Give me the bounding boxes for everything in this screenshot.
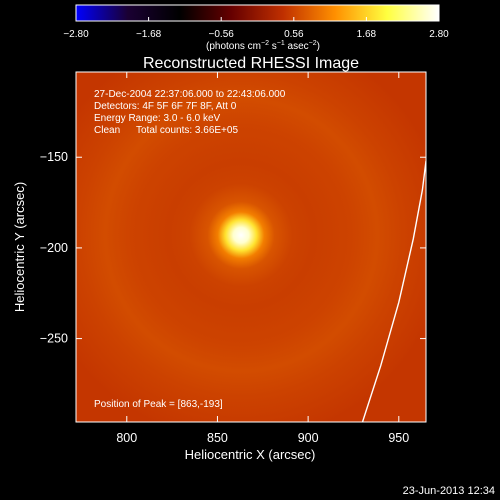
colorbar-tick-label: −1.68 — [136, 29, 162, 40]
plot-area — [76, 72, 426, 422]
y-tick-label: −200 — [40, 241, 68, 255]
colorbar-tick-label: −0.56 — [209, 29, 235, 40]
y-tick-label: −250 — [40, 332, 68, 346]
energy-range-annotation: Energy Range: 3.0 - 6.0 keV — [94, 113, 221, 124]
detectors-annotation: Detectors: 4F 5F 6F 7F 8F, Att 0 — [94, 101, 237, 112]
colorbar: −2.80 −1.68 −0.56 0.56 1.68 2.80 (photons cm−… — [63, 4, 449, 52]
colorbar-tick-label: 1.68 — [357, 29, 377, 40]
x-tick-label: 800 — [116, 431, 137, 445]
time-range-annotation: 27-Dec-2004 22:37:06.000 to 22:43:06.000 — [94, 89, 286, 100]
y-axis-label: Heliocentric Y (arcsec) — [12, 182, 27, 312]
colorbar-units-label: (photons cm−2 s−1 asec−2) — [206, 40, 320, 52]
total-counts-annotation: Total counts: 3.66E+05 — [136, 125, 238, 136]
axis-ticks: 800 850 900 950 −150 −200 −250 — [40, 72, 426, 445]
plot-frame — [75, 71, 427, 423]
colorbar-tick-label: 0.56 — [284, 29, 304, 40]
x-tick-label: 850 — [207, 431, 228, 445]
x-tick-label: 900 — [298, 431, 319, 445]
colorbar-strip — [75, 4, 440, 22]
heatmap-image — [76, 72, 426, 422]
colorbar-tick-label: −2.80 — [63, 29, 89, 40]
peak-position-annotation: Position of Peak = [863,-193] — [94, 399, 223, 410]
solar-limb-arc — [361, 160, 426, 422]
method-annotation: Clean — [94, 125, 120, 136]
colorbar-tick-label: 2.80 — [429, 29, 449, 40]
x-axis-label: Heliocentric X (arcsec) — [185, 447, 316, 462]
timestamp-label: 23-Jun-2013 12:34 — [403, 485, 495, 497]
x-tick-label: 950 — [388, 431, 409, 445]
colorbar-ticks: −2.80 −1.68 −0.56 0.56 1.68 2.80 — [63, 17, 449, 40]
chart-title: Reconstructed RHESSI Image — [143, 55, 359, 72]
y-tick-label: −150 — [40, 150, 68, 164]
